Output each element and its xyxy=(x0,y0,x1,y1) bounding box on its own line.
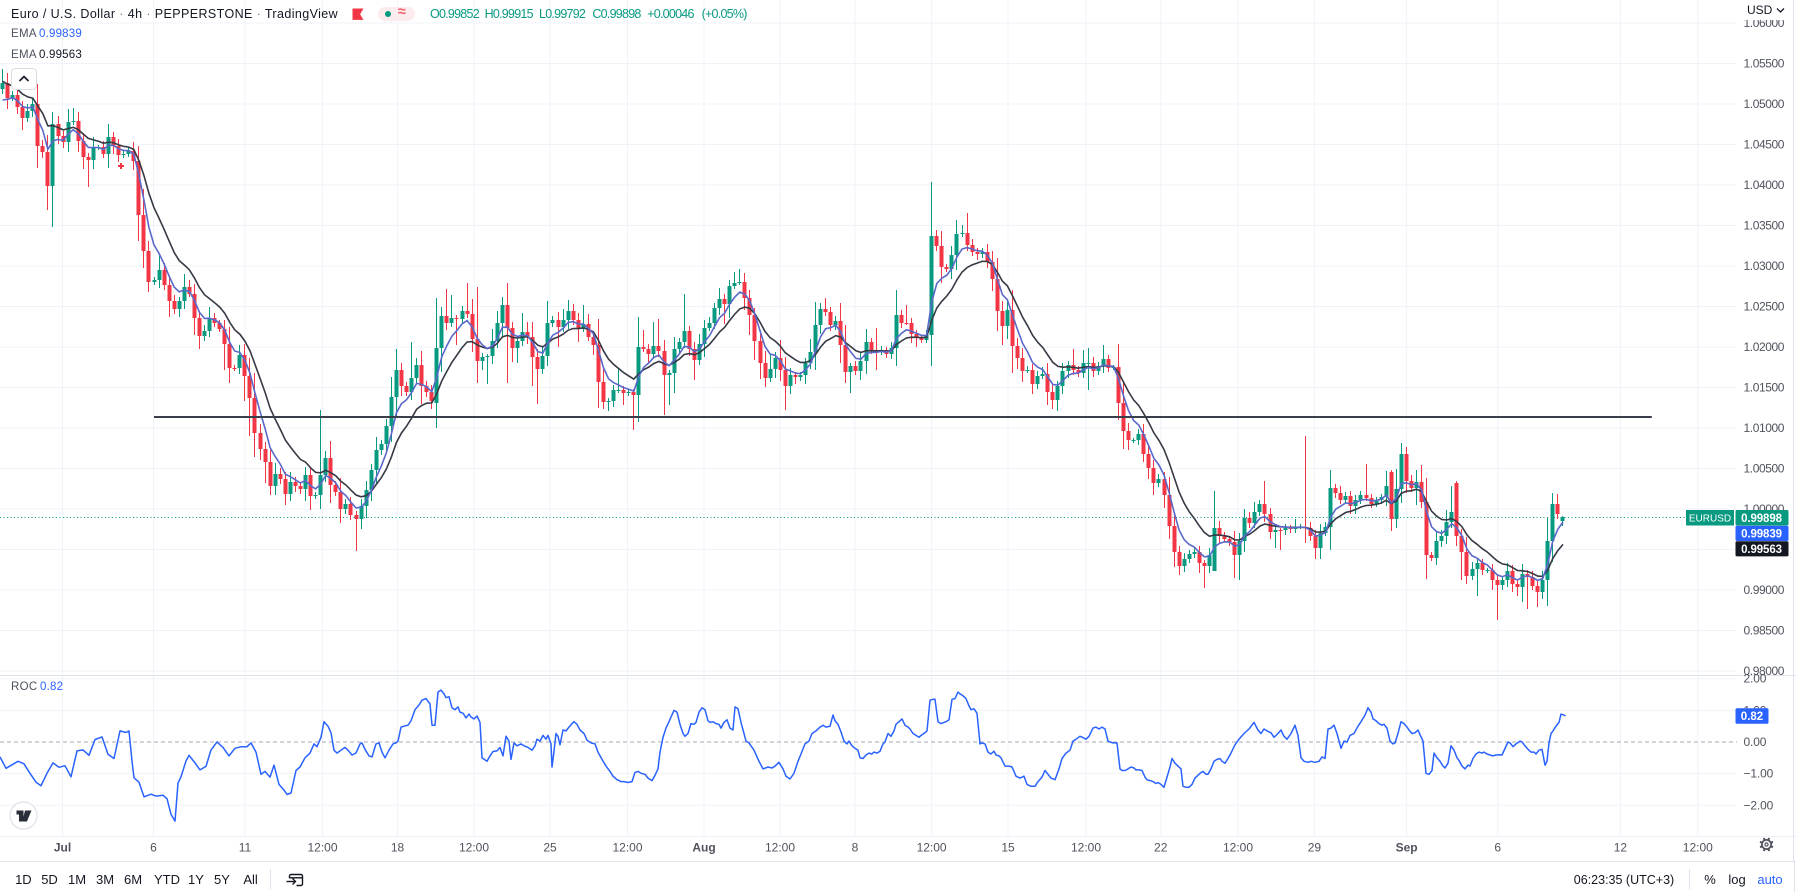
svg-text:Sep: Sep xyxy=(1396,841,1418,855)
svg-text:6: 6 xyxy=(1494,841,1501,855)
svg-text:EURUSD: EURUSD xyxy=(1689,513,1731,524)
svg-text:15: 15 xyxy=(1001,841,1015,855)
svg-text:0.82: 0.82 xyxy=(1741,711,1763,723)
svg-text:12:00: 12:00 xyxy=(459,841,489,855)
svg-text:0.98000: 0.98000 xyxy=(1744,664,1785,678)
svg-text:12:00: 12:00 xyxy=(1071,841,1101,855)
svg-text:Jul: Jul xyxy=(54,841,71,855)
svg-text:0.99000: 0.99000 xyxy=(1744,583,1785,597)
svg-text:Aug: Aug xyxy=(692,841,715,855)
svg-text:0.99898: 0.99898 xyxy=(1741,513,1783,525)
svg-text:11: 11 xyxy=(239,841,252,855)
svg-text:1.04500: 1.04500 xyxy=(1744,138,1785,152)
svg-text:12:00: 12:00 xyxy=(765,841,795,855)
svg-text:−1.00: −1.00 xyxy=(1744,767,1774,781)
svg-text:1.05000: 1.05000 xyxy=(1744,97,1785,111)
svg-text:0.00: 0.00 xyxy=(1744,735,1767,749)
svg-text:12: 12 xyxy=(1614,841,1628,855)
svg-text:1.04000: 1.04000 xyxy=(1744,178,1785,192)
svg-text:1.02000: 1.02000 xyxy=(1744,340,1785,354)
svg-text:8: 8 xyxy=(852,841,859,855)
svg-text:12:00: 12:00 xyxy=(1223,841,1253,855)
svg-text:25: 25 xyxy=(543,841,557,855)
svg-text:18: 18 xyxy=(391,841,405,855)
svg-text:12:00: 12:00 xyxy=(1683,841,1713,855)
svg-text:2.00: 2.00 xyxy=(1744,672,1767,686)
svg-text:12:00: 12:00 xyxy=(612,841,642,855)
svg-text:1.05500: 1.05500 xyxy=(1744,57,1785,71)
svg-text:1.03000: 1.03000 xyxy=(1744,259,1785,273)
svg-text:0.99563: 0.99563 xyxy=(1741,544,1782,556)
svg-text:−2.00: −2.00 xyxy=(1744,798,1774,812)
svg-text:0.98500: 0.98500 xyxy=(1744,624,1785,638)
svg-text:0.99839: 0.99839 xyxy=(1741,528,1782,540)
svg-text:1.01000: 1.01000 xyxy=(1744,421,1785,435)
svg-text:12:00: 12:00 xyxy=(307,841,337,855)
svg-text:29: 29 xyxy=(1308,841,1322,855)
svg-text:6: 6 xyxy=(150,841,157,855)
svg-text:12:00: 12:00 xyxy=(917,841,947,855)
svg-text:1.03500: 1.03500 xyxy=(1744,219,1785,233)
svg-text:22: 22 xyxy=(1154,841,1168,855)
svg-text:1.02500: 1.02500 xyxy=(1744,300,1785,314)
svg-text:1.00500: 1.00500 xyxy=(1744,462,1785,476)
svg-text:1.01500: 1.01500 xyxy=(1744,381,1785,395)
